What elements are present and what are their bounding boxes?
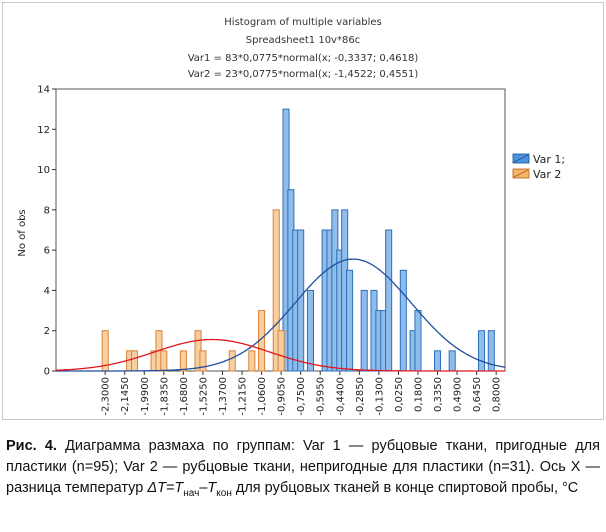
var2-bar xyxy=(228,350,236,372)
var1-bar xyxy=(448,350,456,372)
var1-bar xyxy=(385,229,393,372)
y-tick-label: 8 xyxy=(44,205,50,216)
y-tick-label: 10 xyxy=(37,165,50,176)
caption-sub-end: кон xyxy=(216,487,232,499)
caption-sub-start: нач xyxy=(183,487,200,499)
x-tick-label: -0,7500 xyxy=(296,377,307,416)
x-tick-label: -1,5250 xyxy=(198,377,209,416)
figure-caption: Рис. 4. Диаграмма размаха по группам: Va… xyxy=(6,436,600,504)
x-tick-label: -0,4400 xyxy=(335,377,346,416)
plot-border xyxy=(55,88,506,372)
x-tick-label: -0,1300 xyxy=(374,377,385,416)
caption-formula-minus: –T xyxy=(199,480,217,496)
var1-bar xyxy=(346,269,354,372)
var1-bar xyxy=(477,330,486,372)
x-tick-label: -1,3700 xyxy=(218,377,229,416)
var2-bar xyxy=(248,350,256,372)
chart-frame: Histogram of multiple variables Spreadsh… xyxy=(2,2,604,420)
x-tick-label: -0,5950 xyxy=(316,377,327,416)
y-tick-label: 4 xyxy=(44,286,50,297)
x-tick-label: 0,8000 xyxy=(492,377,503,412)
var2-bar xyxy=(277,330,285,372)
x-tick-label: -1,9900 xyxy=(140,377,151,416)
var1-bar xyxy=(306,289,314,372)
x-tick-label: -1,6800 xyxy=(179,377,190,416)
var1-bar xyxy=(297,229,305,372)
x-tick-label: 0,1800 xyxy=(413,377,424,412)
var1-normal-fit-curve xyxy=(56,258,506,372)
fit-line-var1: Var1 = 83*0,0775*normal(x; -0,3337; 0,46… xyxy=(188,53,419,64)
x-tick-label: -0,2850 xyxy=(355,377,366,416)
legend-swatch-var1-hatch xyxy=(513,154,529,163)
legend-swatch-var2-hatch xyxy=(513,169,529,178)
x-tick-label: -1,8350 xyxy=(159,377,170,416)
x-tick-label: 0,3350 xyxy=(433,377,444,412)
y-tick-label: 0 xyxy=(44,367,50,378)
var2-bar xyxy=(272,209,280,372)
x-tick-label: 0,4900 xyxy=(453,377,464,412)
var1-bar xyxy=(414,310,422,372)
x-tick-label: -2,1450 xyxy=(120,377,131,416)
histogram-chart: Histogram of multiple variables Spreadsh… xyxy=(17,17,565,416)
y-tick-label: 12 xyxy=(37,125,50,136)
var2-bar xyxy=(199,350,207,372)
x-tick-label: -2,3000 xyxy=(101,377,112,416)
y-tick-label: 14 xyxy=(37,85,50,96)
chart-subtitle: Spreadsheet1 10v*86c xyxy=(246,35,360,46)
var1-bar xyxy=(360,289,368,372)
x-tick-label: 0,6450 xyxy=(472,377,483,412)
var2-bar xyxy=(130,350,139,372)
chart-title: Histogram of multiple variables xyxy=(224,17,381,28)
var1-bar xyxy=(399,269,407,372)
caption-text-end: для рубцовых тканей в конце спиртовой пр… xyxy=(231,480,579,496)
x-tick-label: -1,0600 xyxy=(257,377,268,416)
caption-formula-delta: ΔT=T xyxy=(147,480,184,496)
legend-label-var2: Var 2 xyxy=(533,168,561,181)
legend-label-var1: Var 1; xyxy=(533,153,565,166)
caption-label: Рис. 4. xyxy=(6,438,57,454)
y-tick-label: 2 xyxy=(44,326,50,337)
y-tick-label: 6 xyxy=(44,246,50,257)
x-tick-label: -1,2150 xyxy=(238,377,249,416)
legend: Var 1; Var 2 xyxy=(512,153,565,181)
var1-bar xyxy=(433,350,442,372)
var2-bar xyxy=(179,350,187,372)
x-tick-label: -0,9050 xyxy=(277,377,288,416)
var2-normal-fit-curve xyxy=(56,338,505,372)
caption-text: Диаграмма размаха по группам: Var 1 — ру… xyxy=(6,438,600,496)
x-tick-label: 0,0250 xyxy=(394,377,405,412)
y-axis-label: No of obs xyxy=(17,209,28,256)
var2-bar xyxy=(160,350,168,372)
fit-line-var2: Var2 = 23*0,0775*normal(x; -1,4522; 0,45… xyxy=(188,69,419,80)
